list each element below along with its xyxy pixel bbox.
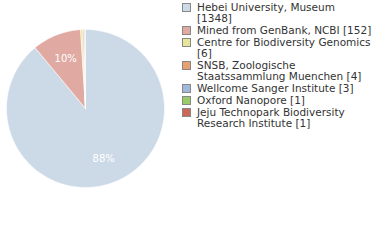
svg-text:88%: 88% <box>93 153 115 164</box>
html-text:SNSB, Zoologische Staatssammlu: SNSB, Zoologische Staatssammlung Muenche… <box>197 59 362 82</box>
html-text:Jeju Technopark Biodiversity R: Jeju Technopark Biodiversity Research In… <box>197 106 345 129</box>
svg-text:10%: 10% <box>55 53 77 64</box>
html-text:Centre for Biodiversity Genomi: Centre for Biodiversity Genomics [6] <box>197 36 371 59</box>
html-text:Oxford Nanopore [1]: Oxford Nanopore [1] <box>197 94 305 106</box>
html-text:Hebei University, Museum [1348: Hebei University, Museum [1348] <box>197 1 335 24</box>
html-text:Mined from GenBank, NCBI [152]: Mined from GenBank, NCBI [152] <box>197 24 372 36</box>
html-text:Wellcome Sanger Institute [3]: Wellcome Sanger Institute [3] <box>197 82 354 94</box>
